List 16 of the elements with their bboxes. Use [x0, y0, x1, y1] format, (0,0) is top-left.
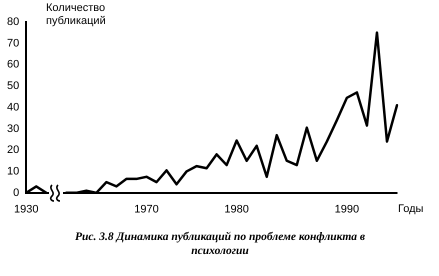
y-tick-label: 40	[6, 101, 20, 114]
y-tick-label: 80	[6, 16, 20, 28]
y-tick-label: 10	[6, 165, 20, 178]
y-tick-label: 50	[6, 80, 20, 92]
y-tick-label: 0	[13, 186, 20, 199]
x-axis-title: Годы	[398, 203, 424, 215]
text: Рис. 3.8 Динамика публикаций по проблеме конфликта в психологии	[74, 230, 366, 258]
x-tick-label: 1970	[134, 203, 159, 216]
x-tick-label: 1930	[14, 203, 38, 216]
y-tick-label: 30	[6, 122, 20, 135]
y-tick-label: 20	[6, 144, 20, 156]
x-tick-label: 1990	[334, 203, 360, 216]
y-axis-title: Количество публикаций	[46, 2, 107, 28]
y-tick-label: 60	[6, 58, 20, 71]
y-tick-label: 70	[6, 37, 20, 50]
x-tick-label: 1980	[224, 203, 249, 216]
